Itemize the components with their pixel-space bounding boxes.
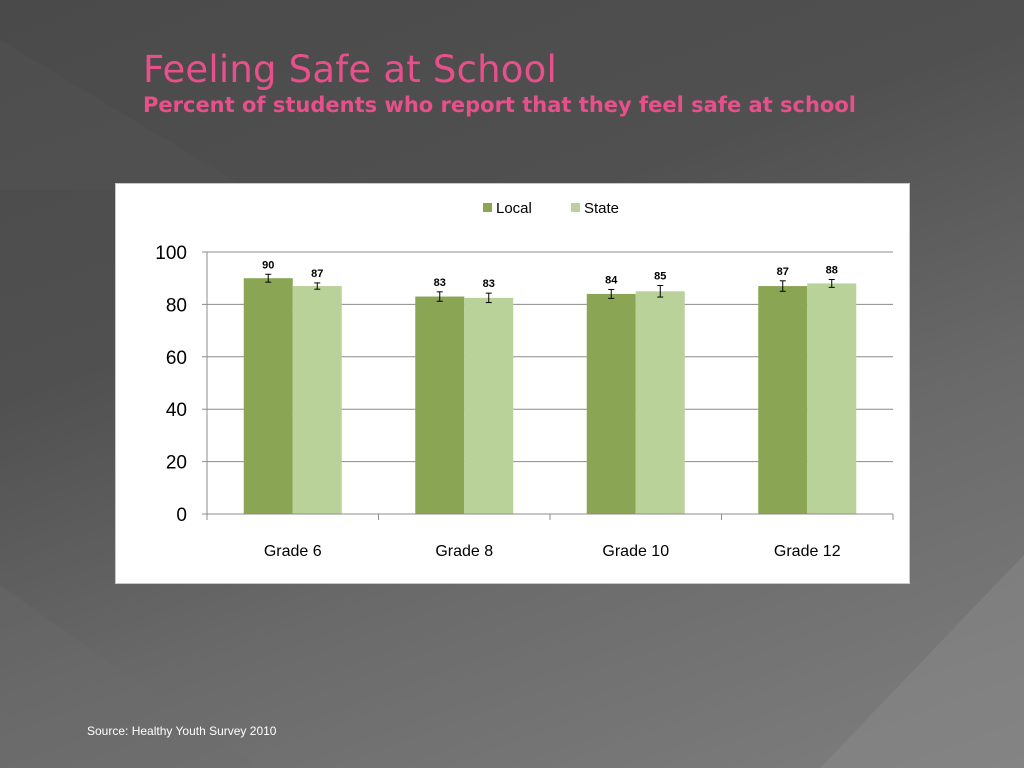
y-tick-label: 60 [166,348,187,369]
y-tick-label: 20 [166,453,187,474]
data-label: 87 [777,266,789,278]
data-label: 90 [262,259,274,271]
y-tick-label: 40 [166,400,187,421]
y-tick-label: 0 [176,505,187,526]
bar-state [464,297,514,514]
data-label: 84 [605,274,618,286]
data-label: 85 [654,271,666,283]
bar-local [586,293,636,514]
y-tick-label: 100 [155,243,187,264]
data-label: 83 [434,277,446,289]
x-tick-label: Grade 6 [264,543,322,560]
background-shape-bottom [0,585,260,768]
slide-subtitle: Percent of students who report that they… [143,93,856,117]
bar-local [243,278,293,514]
bar-state [807,283,857,514]
bar-state [635,291,685,514]
x-tick-label: Grade 10 [602,543,669,560]
bar-local [415,296,465,514]
chart-container: 0 20 40 60 80 100 90 87 Grade 6 83 83 Grade 8 84 85 Gr… [115,183,910,584]
slide-title: Feeling Safe at School [143,48,557,91]
bar-chart: 0 20 40 60 80 100 90 87 Grade 6 83 83 Grade 8 84 85 Gr… [155,200,894,560]
legend-label-local: Local [496,200,532,217]
bar-state [292,286,342,514]
background-shape-left [0,40,250,190]
legend-swatch-state [571,203,580,212]
y-tick-label: 80 [166,295,187,316]
data-label: 88 [826,265,838,277]
x-tick-label: Grade 8 [435,543,493,560]
legend-swatch-local [483,203,492,212]
source-note: Source: Healthy Youth Survey 2010 [87,724,277,738]
data-label: 83 [483,278,495,290]
background-shape-corner [820,555,1024,768]
x-tick-label: Grade 12 [774,543,841,560]
data-label: 87 [311,268,323,280]
bar-local [758,286,808,514]
legend-label-state: State [584,200,619,217]
